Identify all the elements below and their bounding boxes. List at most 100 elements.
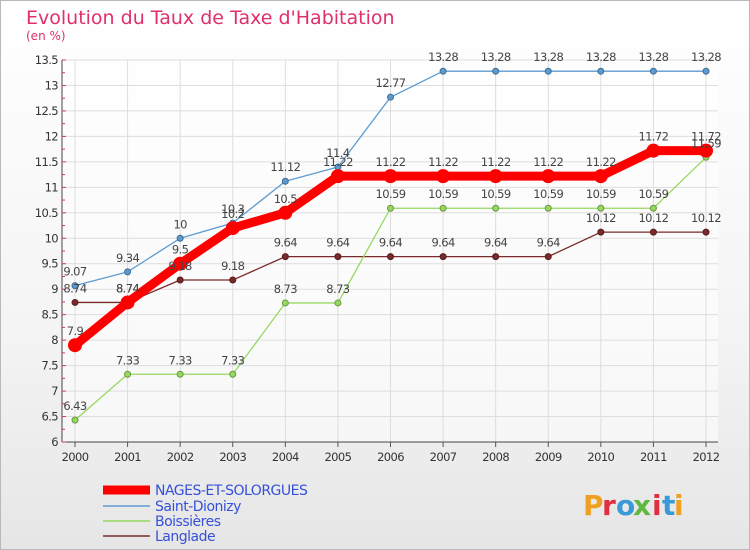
chart-title: Evolution du Taux de Taxe d'Habitation — [26, 7, 395, 29]
data-point — [225, 221, 240, 236]
data-point — [281, 177, 289, 185]
data-label: 8.73 — [326, 282, 349, 296]
x-tick-label: 2000 — [62, 450, 89, 464]
data-label: 10.59 — [638, 187, 668, 201]
data-point — [71, 282, 79, 290]
data-label: 7.33 — [169, 353, 192, 367]
data-point — [439, 67, 447, 75]
data-point — [387, 253, 394, 261]
data-label: 10 — [173, 217, 187, 231]
data-label: 9.64 — [326, 236, 349, 250]
data-label: 13.28 — [691, 50, 721, 64]
data-label: 13.28 — [586, 50, 616, 64]
data-label: 7.9 — [67, 324, 84, 338]
legend-label: Boissières — [155, 514, 221, 530]
data-point — [492, 204, 500, 212]
data-label: 11.22 — [481, 155, 511, 169]
data-label: 6.43 — [63, 399, 86, 413]
x-axis: 2000 2001 2002 2003 2004 2005 2006 2007 2008 2009… — [62, 442, 720, 464]
logo-letter: i — [652, 489, 662, 522]
logo-letter: o — [616, 489, 635, 522]
y-tick-label: 13.5 — [35, 53, 58, 67]
data-label: 7.33 — [116, 353, 139, 367]
data-label: 10.59 — [481, 187, 511, 201]
data-label: 9.64 — [484, 236, 507, 250]
grid — [62, 59, 718, 443]
data-point — [702, 67, 710, 75]
data-label: 11.59 — [691, 136, 721, 150]
data-label: 10.3 — [221, 202, 244, 216]
proxiti-logo: Pr ox i ti — [583, 489, 684, 522]
data-point — [492, 67, 500, 75]
y-tick-label: 10 — [45, 231, 59, 245]
x-tick-label: 2004 — [272, 450, 299, 464]
data-point — [439, 253, 447, 261]
data-label: 10.12 — [691, 211, 721, 225]
logo-letter: r — [602, 489, 616, 522]
data-label: 11.22 — [533, 155, 563, 169]
data-label: 8.73 — [274, 282, 297, 296]
data-point — [597, 228, 605, 236]
data-point — [383, 169, 398, 184]
data-label: 12.77 — [376, 76, 406, 90]
x-tick-label: 2007 — [430, 450, 457, 464]
data-label: 10.59 — [533, 187, 563, 201]
data-point — [593, 169, 608, 184]
data-point — [544, 253, 552, 261]
data-point — [281, 253, 289, 261]
y-tick-label: 13 — [45, 78, 59, 92]
y-tick-label: 6 — [51, 435, 58, 449]
data-point — [176, 234, 184, 242]
y-tick-label: 7 — [51, 384, 58, 398]
data-point — [281, 299, 289, 307]
data-point — [436, 169, 451, 184]
logo-letter: x — [633, 489, 651, 522]
data-label: 9.5 — [172, 243, 189, 257]
data-point — [176, 370, 184, 378]
data-point — [124, 370, 132, 378]
logo-letter: P — [583, 489, 604, 522]
y-tick-label: 8.5 — [42, 308, 59, 322]
data-label: 9.34 — [116, 251, 139, 265]
data-label: 9.64 — [379, 236, 402, 250]
data-label: 7.33 — [221, 353, 244, 367]
x-tick-label: 2001 — [114, 450, 141, 464]
x-tick-label: 2003 — [219, 450, 246, 464]
data-point — [120, 295, 135, 310]
data-label: 11.72 — [638, 130, 668, 144]
data-label: 13.28 — [638, 50, 668, 64]
x-tick-label: 2010 — [587, 450, 614, 464]
data-label: 10.12 — [586, 211, 616, 225]
data-point — [71, 416, 79, 424]
data-point — [541, 169, 556, 184]
data-label: 8.74 — [63, 281, 86, 295]
series-group — [68, 67, 713, 424]
data-label: 8.74 — [116, 281, 139, 295]
y-tick-label: 10.5 — [35, 206, 58, 220]
data-point — [597, 67, 605, 75]
data-point — [71, 298, 79, 306]
data-point — [330, 169, 345, 184]
data-point — [124, 268, 132, 276]
data-point — [649, 204, 657, 212]
data-point — [173, 256, 188, 271]
x-tick-label: 2008 — [482, 450, 509, 464]
y-tick-label: 8 — [51, 333, 58, 347]
y-tick-label: 12 — [45, 129, 59, 143]
data-label: 10.5 — [274, 192, 297, 206]
data-point — [229, 370, 237, 378]
legend-label: Langlade — [155, 529, 215, 545]
data-point — [176, 276, 184, 284]
data-point — [544, 67, 552, 75]
y-tick-label: 7.5 — [42, 359, 59, 373]
y-tick-label: 11 — [45, 180, 59, 194]
data-label: 11.72 — [691, 130, 721, 144]
data-point — [488, 169, 503, 184]
data-point — [649, 228, 657, 236]
data-point — [649, 67, 657, 75]
y-tick-label: 6.5 — [42, 410, 59, 424]
data-label: 11.22 — [586, 155, 616, 169]
data-label: 9.64 — [537, 236, 560, 250]
data-label: 10.59 — [428, 187, 458, 201]
x-tick-label: 2012 — [693, 450, 720, 464]
